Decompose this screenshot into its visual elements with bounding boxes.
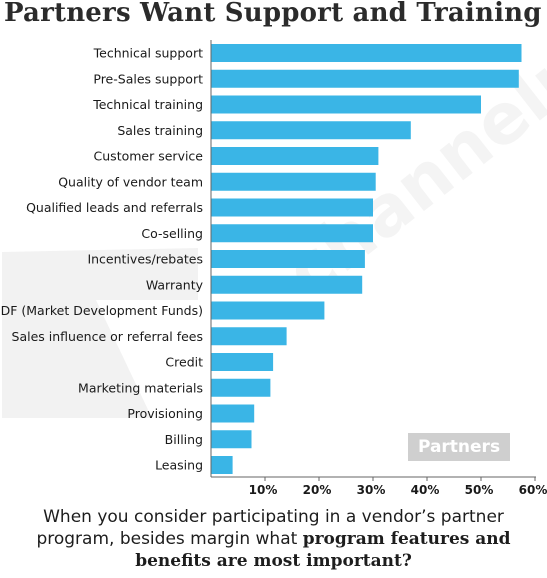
- category-label: Sales training: [117, 123, 203, 138]
- category-label: Customer service: [94, 149, 204, 164]
- x-tick-label: 60%: [519, 483, 547, 497]
- bar-sales-influence-or-referral-fees: [211, 327, 287, 346]
- chart-title: Partners Want Support and Training: [4, 0, 542, 28]
- category-label: Qualified leads and referrals: [26, 200, 203, 215]
- category-label: Incentives/rebates: [87, 252, 203, 267]
- bar-mdf-market-development-funds: [211, 301, 325, 320]
- category-label: Technical support: [93, 46, 203, 61]
- x-tick-label: 50%: [465, 483, 494, 497]
- category-label: Co-selling: [141, 226, 203, 241]
- bar-warranty: [211, 275, 363, 294]
- x-tick-label: 20%: [303, 483, 332, 497]
- bar-co-selling: [211, 224, 373, 243]
- category-label: MDF (Market Development Funds): [0, 303, 203, 318]
- bar-sales-training: [211, 121, 411, 140]
- bar-incentives-rebates: [211, 250, 365, 268]
- category-label: Leasing: [155, 458, 203, 473]
- x-tick-label: 30%: [357, 483, 386, 497]
- x-tick-label: 10%: [249, 483, 278, 497]
- x-tick-label: 40%: [411, 483, 440, 497]
- category-label: Pre-Sales support: [93, 71, 203, 86]
- question-caption: When you consider participating in a ven…: [0, 506, 547, 572]
- watermark-logo: Partners: [408, 433, 510, 461]
- category-label: Sales influence or referral fees: [12, 329, 203, 344]
- bar-pre-sales-support: [211, 69, 519, 88]
- caption-line-2-bold: program features and: [302, 529, 511, 549]
- caption-line-2-plain: program, besides margin what: [36, 529, 303, 549]
- bar-marketing-materials: [211, 378, 271, 397]
- bar-customer-service: [211, 147, 379, 165]
- category-label: Warranty: [146, 277, 204, 292]
- bar-billing: [211, 430, 252, 449]
- bar-leasing: [211, 456, 233, 474]
- bars-layer: [211, 44, 522, 474]
- caption-line-1: When you consider participating in a ven…: [43, 507, 504, 527]
- category-labels: Technical support Pre-Sales support Techni…: [0, 46, 204, 473]
- x-axis: 10% 20% 30% 40% 50% 60%: [210, 40, 547, 497]
- category-label: Technical training: [92, 97, 203, 112]
- bar-technical-support: [211, 44, 522, 62]
- bar-qualified-leads-and-referrals: [211, 198, 373, 217]
- bar-technical-training: [211, 95, 481, 114]
- category-label: Marketing materials: [78, 380, 203, 395]
- category-label: Credit: [165, 355, 203, 370]
- bar-credit: [211, 353, 274, 371]
- bar-quality-of-vendor-team: [211, 172, 376, 191]
- category-label: Billing: [165, 432, 203, 447]
- bar-provisioning: [211, 404, 255, 423]
- watermark-graphic: [2, 248, 198, 418]
- category-label: Quality of vendor team: [58, 174, 203, 189]
- caption-line-3-bold: benefits are most important?: [135, 551, 412, 571]
- category-label: Provisioning: [127, 406, 203, 421]
